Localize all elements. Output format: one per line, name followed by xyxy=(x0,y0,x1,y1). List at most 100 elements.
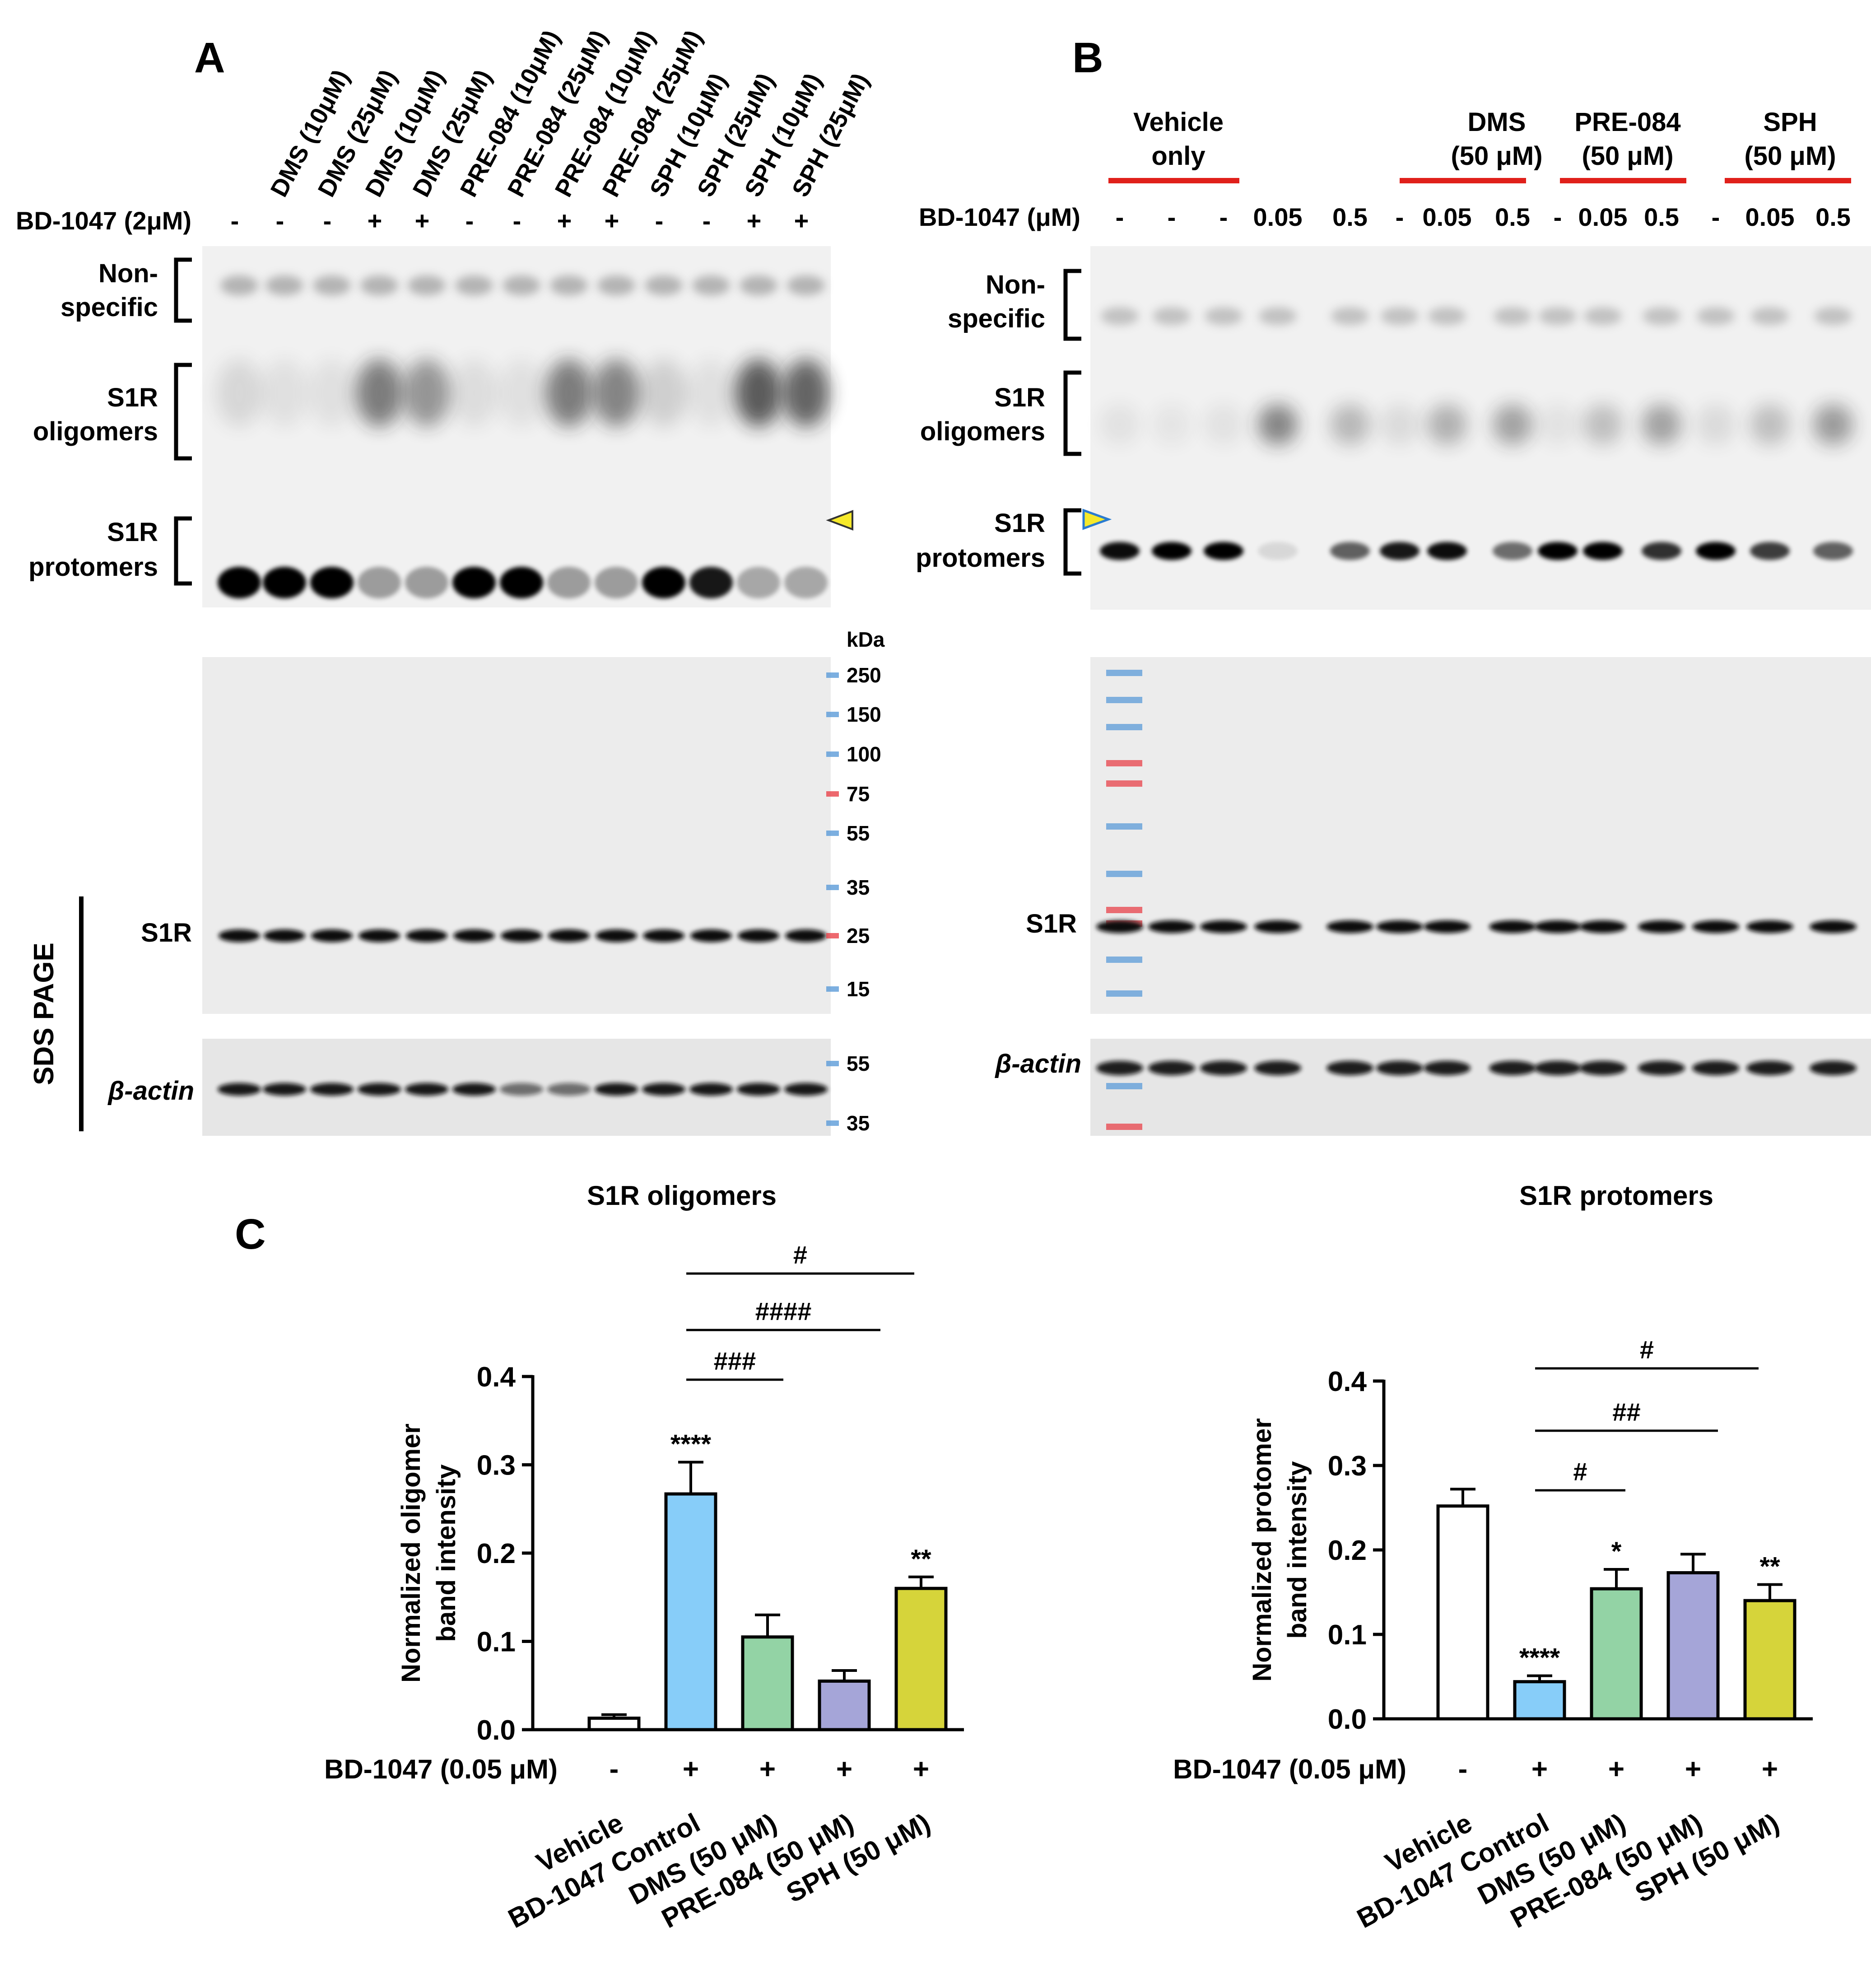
panel-a-bd-sign: + xyxy=(415,206,430,235)
panel-a-protomer-band xyxy=(595,567,638,598)
panel-b-ladder-marker xyxy=(1106,697,1142,703)
panel-a-ladder-label: 25 xyxy=(847,924,870,947)
panel-b-group-label: SPH xyxy=(1763,107,1817,137)
panel-b: B Vehicle only DMS (50 μM) PRE-084 (50 μM) SPH… xyxy=(916,34,1871,1136)
panel-a-bd-signs: - - - + + - - + + - - + + xyxy=(231,206,809,235)
panel-b-nonspecific-band xyxy=(1643,307,1680,325)
treatment-sign: + xyxy=(1762,1754,1778,1785)
panel-a-actin-band xyxy=(405,1083,448,1096)
panel-b-protomer-band xyxy=(1696,542,1736,560)
panel-a-nonspecific-band xyxy=(408,275,446,295)
panel-a-ladder-marker xyxy=(826,933,839,938)
panel-b-s1r-band xyxy=(1810,920,1857,933)
panel-b-oligomers-label-1: S1R xyxy=(994,383,1045,412)
bar xyxy=(741,1635,794,1731)
y-tick-label: 0.1 xyxy=(477,1627,516,1658)
bar xyxy=(1743,1599,1797,1721)
significance-label: ** xyxy=(1759,1552,1780,1582)
panel-b-protomer-band xyxy=(1583,542,1623,560)
bar xyxy=(1590,1587,1643,1721)
panel-b-protomer-band xyxy=(1258,542,1298,560)
panel-a-ladder-label: 100 xyxy=(847,742,881,766)
panel-b-actin-band xyxy=(1810,1061,1857,1075)
y-tick-label: 0.2 xyxy=(477,1538,516,1569)
treatment-sign: - xyxy=(610,1754,619,1785)
panel-b-actin-band xyxy=(1254,1061,1301,1075)
panel-b-oligomers-bracket xyxy=(1063,370,1081,456)
panel-a-protomer-band xyxy=(642,567,685,598)
chart-title: S1R protomers xyxy=(1519,1181,1713,1211)
panel-b-bd-values: - - -0.05 0.5-0.05 0.5-0.05 0.5-0.05 0.5 xyxy=(1116,203,1851,231)
comparison-label: # xyxy=(1640,1335,1654,1364)
panel-a-oligomer-band xyxy=(216,359,263,427)
panel-a-s1r-band xyxy=(690,929,732,942)
panel-b-nonspecific-band xyxy=(1381,307,1419,325)
treatment-sign: + xyxy=(1685,1754,1701,1785)
panel-a-actin-band xyxy=(784,1083,828,1096)
panel-a-s1r-band xyxy=(358,929,400,942)
panel-a-oligomers-label-1: S1R xyxy=(107,383,158,412)
treatment-sign: + xyxy=(1608,1754,1624,1785)
panel-b-actin-band xyxy=(1489,1061,1536,1075)
panel-a-nonspecific-band xyxy=(740,275,777,295)
significance-label: **** xyxy=(1519,1643,1560,1673)
panel-b-bd-value: 0.05 xyxy=(1253,203,1303,231)
panel-a-nonspecific-band xyxy=(787,275,825,295)
panel-a-bd-sign: + xyxy=(605,206,619,235)
panel-a-s1r-band xyxy=(453,929,495,942)
panel-b-nonspecific-band xyxy=(1584,307,1622,325)
panel-a-nonspecific-band xyxy=(455,275,493,295)
panel-a-bd-sign: + xyxy=(794,206,809,235)
panel-b-bd-value: 0.05 xyxy=(1423,203,1472,231)
panel-a-protomer-band xyxy=(218,567,261,598)
panel-b-bd-value: 0.5 xyxy=(1495,203,1530,231)
panel-b-ladder-marker xyxy=(1106,670,1142,676)
panel-a-ladder-marker xyxy=(826,885,839,890)
panel-a-bd-sign: + xyxy=(557,206,572,235)
bar xyxy=(664,1492,717,1731)
panel-a-nonspecific-band xyxy=(550,275,588,295)
panel-a-bd-sign: - xyxy=(276,206,284,235)
panel-a-nonspecific-band xyxy=(503,275,540,295)
panel-a-oligomer-band xyxy=(735,359,782,427)
panel-a-actin-bands xyxy=(218,1083,828,1096)
panel-a-bd-sign: - xyxy=(323,206,332,235)
panel-a-actin-band xyxy=(263,1083,306,1096)
panel-b-oligomer-band xyxy=(1696,404,1736,445)
y-axis-label: band intensity xyxy=(1283,1461,1312,1638)
y-tick-label: 0.4 xyxy=(477,1362,516,1393)
treatment-sign: + xyxy=(683,1754,699,1785)
panel-b-bd-value: 0.05 xyxy=(1578,203,1628,231)
panel-b-actin-band xyxy=(1638,1061,1685,1075)
panel-a-letter: A xyxy=(194,34,225,82)
panel-b-nonspecific-band xyxy=(1101,307,1139,325)
panel-a-ladder-marker xyxy=(826,986,839,992)
panel-a-arrowhead-icon xyxy=(826,510,853,531)
panel-c-letter: C xyxy=(235,1210,266,1258)
panel-a-ladder-label: 150 xyxy=(847,703,881,726)
panel-b-actin-band xyxy=(1534,1061,1581,1075)
y-tick-label: 0.4 xyxy=(1328,1366,1367,1397)
panel-a-ladder-label: 35 xyxy=(847,876,870,899)
panel-a-s1r-band xyxy=(548,929,590,942)
panel-a-actin-band xyxy=(642,1083,685,1096)
bar xyxy=(894,1587,948,1731)
panel-a-ladder-marker xyxy=(826,831,839,836)
significance-label: ** xyxy=(911,1545,931,1574)
panel-a-protomers-label-1: S1R xyxy=(107,518,158,547)
y-axis-label: Normalized oligomer xyxy=(396,1423,426,1683)
panel-b-s1r-band xyxy=(1096,920,1143,933)
panel-a-bd-sign: - xyxy=(655,206,664,235)
panel-b-treatment-groups: Vehicle only DMS (50 μM) PRE-084 (50 μM) SPH (5… xyxy=(1108,107,1851,183)
panel-b-actin-band xyxy=(1200,1061,1247,1075)
panel-b-ladder-marker xyxy=(1106,957,1142,963)
panel-a-protomer-band xyxy=(784,567,828,598)
panel-a-s1r-band xyxy=(406,929,447,942)
panel-b-oligomer-band xyxy=(1642,404,1681,445)
panel-a-oligomers-bracket xyxy=(174,363,192,461)
panel-a-protomer-band xyxy=(547,567,591,598)
panel-b-letter: B xyxy=(1072,34,1103,82)
panel-b-protomer-band xyxy=(1100,542,1140,560)
panel-b-ladder-marker xyxy=(1106,871,1142,877)
panel-b-protomer-band xyxy=(1642,542,1681,560)
